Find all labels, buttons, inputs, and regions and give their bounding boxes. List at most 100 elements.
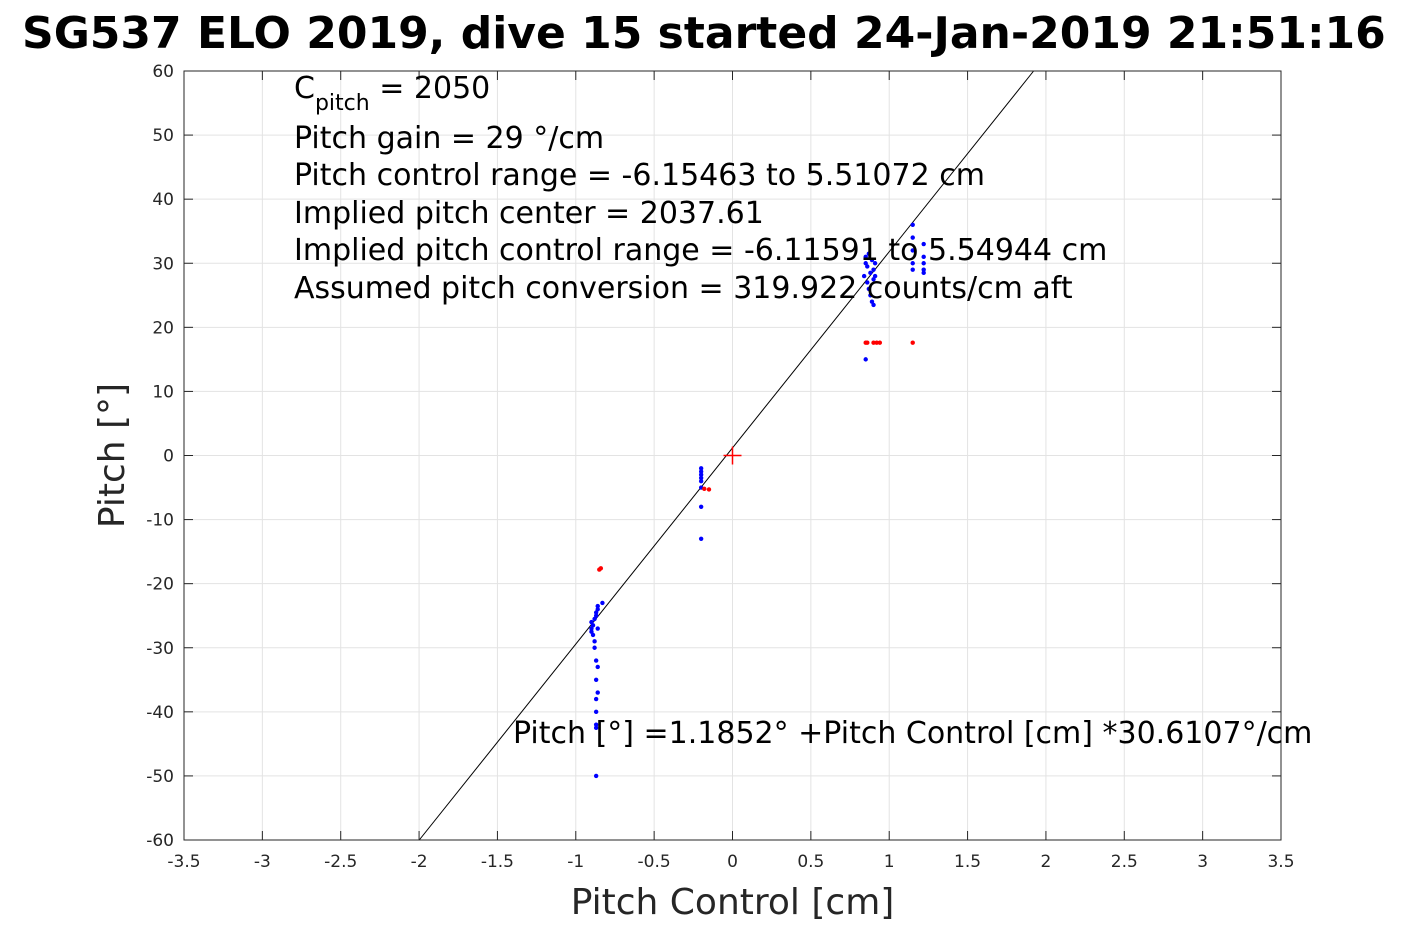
blue-data-point [868, 270, 873, 276]
blue-data-point [595, 607, 600, 612]
blue-data-point [593, 658, 599, 663]
blue-data-point [921, 241, 926, 247]
blue-data-point [698, 504, 704, 509]
blue-data-point [595, 603, 600, 609]
y-tick-label: -60 [146, 831, 174, 851]
x-tick-label: -2 [411, 852, 428, 872]
y-tick-label: 40 [152, 190, 174, 210]
blue-data-point [600, 600, 605, 606]
x-tick-label: -3 [254, 852, 271, 872]
x-tick-label: 0.5 [797, 852, 824, 872]
blue-data-point [910, 261, 915, 266]
blue-data-point [865, 280, 870, 285]
x-tick-label: -2.5 [324, 852, 357, 872]
y-axis-label: Pitch [°] [92, 383, 133, 528]
red-data-point [910, 340, 915, 345]
y-tick-label: 20 [152, 318, 174, 338]
x-tick-label: -0.5 [638, 852, 671, 872]
x-tick-label: -1.5 [481, 852, 514, 872]
y-tick-label: -40 [146, 703, 174, 723]
blue-data-point [865, 264, 870, 269]
blue-data-point [698, 475, 704, 481]
x-tick-label: 1 [884, 852, 895, 872]
blue-data-point [871, 267, 876, 272]
chart-title: SG537 ELO 2019, dive 15 started 24-Jan-2… [22, 8, 1386, 59]
plot-data [418, 70, 1034, 841]
x-tick-label: 0 [727, 852, 738, 872]
blue-data-point [592, 645, 597, 650]
blue-data-point [866, 286, 872, 292]
blue-data-point [861, 273, 867, 279]
y-tick-label: 10 [152, 382, 174, 402]
red-data-point [702, 486, 707, 492]
y-tick-label: 0 [163, 447, 174, 467]
annotation-implied-pitch-control-range: Implied pitch control range = -6.11591 t… [294, 233, 1107, 268]
blue-data-point [698, 469, 704, 474]
c-pitch-value: = 2050 [370, 71, 491, 106]
blue-data-point [593, 773, 599, 779]
blue-data-point [593, 677, 599, 682]
center-plus-marker [723, 446, 742, 465]
c-pitch-subscript: pitch [315, 91, 370, 116]
blue-data-point [590, 623, 596, 628]
blue-data-point [866, 251, 872, 256]
blue-data-point [868, 293, 873, 298]
annotation-pitch-control-range: Pitch control range = -6.15463 to 5.5107… [294, 158, 985, 193]
blue-data-point [863, 254, 868, 260]
y-tick-label: -20 [146, 575, 174, 595]
y-tick-label: -50 [146, 767, 174, 787]
x-tick-label: -3.5 [167, 852, 200, 872]
blue-data-point [698, 536, 704, 542]
blue-data-point [698, 466, 704, 471]
blue-data-point [872, 273, 878, 279]
blue-data-point [593, 696, 599, 702]
annotation-fit-equation: Pitch [°] =1.1852° +Pitch Control [cm] *… [513, 716, 1312, 751]
blue-data-point [590, 632, 596, 638]
blue-data-point [910, 222, 915, 227]
red-data-point [871, 340, 876, 345]
blue-data-point [921, 254, 926, 260]
parameter-annotations: Cpitch = 2050 Pitch gain = 29 °/cm Pitch… [294, 71, 1312, 751]
axis-ticks: -3.5 -3 -2.5 -2 -1.5 -1 -0.5 0 0.5 1 1.5 2 2.5 3 3.5 -6… [146, 62, 1294, 872]
y-tick-label: 30 [152, 254, 174, 274]
blue-data-point [698, 472, 704, 477]
blue-data-point [869, 257, 875, 263]
blue-data-point [595, 626, 600, 631]
red-data-point [706, 487, 712, 492]
red-data-point [877, 340, 883, 345]
blue-data-point [863, 357, 868, 362]
blue-data-point [921, 270, 926, 276]
annotation-c-pitch: Cpitch = 2050 [294, 71, 490, 116]
blue-data-point [910, 235, 915, 240]
red-data-point [598, 566, 604, 571]
x-tick-label: 3 [1197, 852, 1208, 872]
y-tick-label: -10 [146, 511, 174, 531]
blue-data-point [698, 478, 704, 484]
grid [183, 70, 1282, 841]
blue-data-point [872, 261, 878, 266]
red-data-point [874, 340, 879, 345]
blue-data-point [593, 613, 599, 618]
annotation-assumed-pitch-conversion: Assumed pitch conversion = 319.922 count… [294, 271, 1073, 306]
blue-data-point [921, 267, 926, 272]
x-tick-label: 2 [1041, 852, 1052, 872]
blue-data-point [595, 664, 600, 670]
blue-data-point [592, 639, 597, 644]
x-tick-label: 3.5 [1267, 852, 1294, 872]
blue-data-point [595, 690, 600, 695]
blue-data-point [910, 267, 915, 272]
annotation-pitch-gain: Pitch gain = 29 °/cm [294, 121, 604, 156]
blue-data-point [871, 302, 876, 308]
x-tick-label: 1.5 [954, 852, 981, 872]
blue-data-point [910, 248, 915, 253]
y-tick-label: 60 [152, 62, 174, 82]
c-pitch-symbol: C [294, 71, 315, 106]
red-data-point [865, 340, 870, 345]
blue-data-point [593, 722, 599, 727]
annotation-implied-pitch-center: Implied pitch center = 2037.61 [294, 196, 764, 231]
blue-data-point [921, 261, 926, 266]
blue-data-point [593, 709, 599, 715]
y-tick-label: 50 [152, 126, 174, 146]
x-tick-label: -1 [567, 852, 584, 872]
